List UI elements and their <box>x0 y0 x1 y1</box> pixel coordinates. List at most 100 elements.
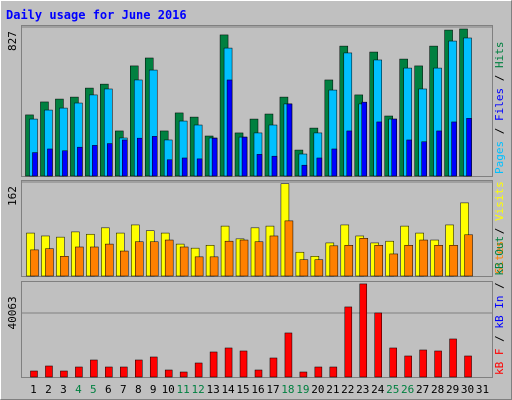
bar <box>194 256 204 277</box>
legend-entry: Files <box>493 88 506 121</box>
bar <box>436 130 442 177</box>
bar <box>241 136 248 177</box>
legend-entry: kB In <box>493 296 506 329</box>
bar <box>149 241 159 277</box>
bar <box>75 246 84 277</box>
bar <box>419 349 427 378</box>
bar <box>269 357 278 378</box>
x-tick-label: 10 <box>162 383 175 396</box>
bar <box>361 101 368 177</box>
x-tick-label: 25 <box>386 383 399 396</box>
bar <box>30 370 38 378</box>
bar <box>90 359 98 378</box>
bar <box>149 356 158 378</box>
legend-separator: / <box>493 68 506 88</box>
bar <box>60 370 68 378</box>
x-tick-label: 26 <box>401 383 414 396</box>
bar <box>179 371 188 378</box>
y-tick-label: 827 <box>6 31 19 51</box>
legend: Pages / Files / Hits <box>493 42 506 175</box>
x-tick-label: 16 <box>251 383 264 396</box>
legend-separator: / <box>493 276 506 296</box>
legend-entry: kB Out <box>493 236 506 276</box>
bar <box>329 245 339 277</box>
bar <box>449 338 457 378</box>
x-tick-label: 14 <box>221 383 235 396</box>
bar <box>284 332 293 378</box>
bar <box>209 351 218 378</box>
x-tick-label: 13 <box>206 383 219 396</box>
bar <box>359 283 368 378</box>
x-tick-label: 2 <box>45 383 52 396</box>
bar <box>105 243 114 277</box>
legend-separator: / <box>493 121 506 141</box>
bar <box>374 244 383 277</box>
x-tick-label: 11 <box>177 383 190 396</box>
bar <box>344 306 353 378</box>
bar <box>122 139 128 177</box>
x-tick-label: 23 <box>356 383 369 396</box>
x-tick-label: 8 <box>135 383 142 396</box>
bar <box>389 347 397 378</box>
x-tick-label: 18 <box>281 383 294 396</box>
legend-entry: kB F <box>493 349 506 376</box>
x-tick-label: 28 <box>431 383 444 396</box>
bar <box>299 259 309 277</box>
bar <box>45 248 54 277</box>
plot-area <box>21 281 493 378</box>
bar <box>254 369 263 378</box>
bar <box>194 362 203 378</box>
y-tick-label: 162 <box>6 186 19 206</box>
bar <box>254 241 264 277</box>
x-tick-label: 20 <box>311 383 324 396</box>
legend-entry: Pages <box>493 141 506 174</box>
x-tick-label: 15 <box>236 383 249 396</box>
bar <box>120 366 128 378</box>
bar <box>181 157 188 177</box>
bar <box>90 246 99 277</box>
bar <box>60 256 69 277</box>
bar <box>466 118 472 177</box>
bar <box>62 150 68 177</box>
bar <box>421 141 427 177</box>
bar <box>344 244 354 277</box>
legend: Sites / Visits <box>493 181 506 274</box>
bar <box>256 154 263 177</box>
bar <box>45 365 53 378</box>
bar <box>316 157 323 177</box>
bar <box>226 79 233 177</box>
x-tick-label: 21 <box>326 383 339 396</box>
bar <box>329 366 338 378</box>
bar <box>239 350 248 378</box>
bar <box>434 244 443 277</box>
bar <box>464 234 473 277</box>
x-tick-label: 29 <box>446 383 459 396</box>
bar <box>404 355 412 378</box>
bar <box>464 355 472 378</box>
bar <box>269 235 279 277</box>
x-tick-label: 3 <box>60 383 67 396</box>
bar <box>75 366 83 378</box>
legend-entry: Hits <box>493 42 506 69</box>
bar <box>434 350 442 378</box>
bar <box>451 121 457 177</box>
bar <box>30 249 39 277</box>
legend-separator: / <box>493 329 506 349</box>
bar <box>406 139 412 177</box>
bar <box>164 239 174 277</box>
bar <box>391 118 397 177</box>
x-tick-label: 7 <box>120 383 127 396</box>
bar <box>299 371 308 378</box>
bar <box>120 250 129 277</box>
bar <box>346 130 353 177</box>
x-tick-label: 22 <box>341 383 354 396</box>
bar <box>107 143 113 177</box>
bar <box>211 137 218 177</box>
x-tick-label: 6 <box>105 383 112 396</box>
legend-separator: / <box>493 221 506 241</box>
bar <box>32 152 38 177</box>
bar <box>135 241 144 277</box>
bar <box>209 256 219 277</box>
